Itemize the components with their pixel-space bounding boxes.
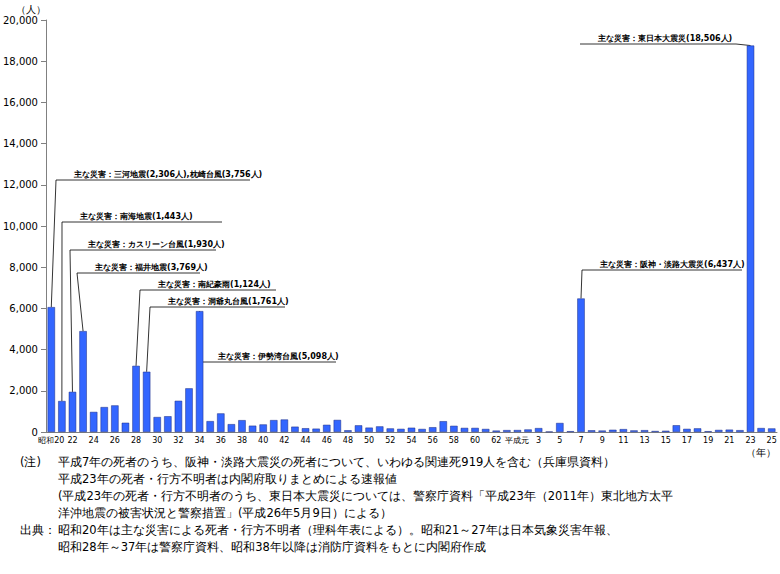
svg-text:32: 32 bbox=[173, 436, 183, 445]
svg-text:60: 60 bbox=[470, 436, 480, 445]
svg-text:54: 54 bbox=[406, 436, 416, 445]
svg-text:2,000: 2,000 bbox=[9, 385, 38, 396]
svg-text:洋沖地震の被害状況と警察措置」(平成26年5月9日）による）: 洋沖地震の被害状況と警察措置」(平成26年5月9日）による） bbox=[58, 506, 392, 520]
svg-text:主な災害：南海地震(1,443人): 主な災害：南海地震(1,443人) bbox=[79, 211, 193, 221]
svg-text:40: 40 bbox=[258, 436, 268, 445]
svg-text:28: 28 bbox=[131, 436, 141, 445]
svg-text:5: 5 bbox=[557, 436, 562, 445]
svg-text:56: 56 bbox=[428, 436, 438, 445]
svg-text:14,000: 14,000 bbox=[3, 138, 38, 149]
svg-text:48: 48 bbox=[343, 436, 353, 445]
svg-text:25: 25 bbox=[767, 436, 777, 445]
svg-text:36: 36 bbox=[216, 436, 226, 445]
svg-text:（年）: （年） bbox=[746, 447, 776, 458]
svg-text:26: 26 bbox=[110, 436, 120, 445]
svg-text:20,000: 20,000 bbox=[3, 15, 38, 26]
svg-text:主な災害：三河地震(2,306人),枕崎台風(3,756人): 主な災害：三河地震(2,306人),枕崎台風(3,756人) bbox=[73, 169, 262, 179]
svg-text:50: 50 bbox=[364, 436, 374, 445]
svg-text:12,000: 12,000 bbox=[3, 179, 38, 190]
svg-text:(平成23年の死者・行方不明者のうち、東日本大震災については: (平成23年の死者・行方不明者のうち、東日本大震災については、警察庁資料「平成2… bbox=[58, 489, 673, 503]
svg-text:主な災害：洞爺丸台風(1,761人): 主な災害：洞爺丸台風(1,761人) bbox=[167, 296, 289, 306]
svg-text:62: 62 bbox=[491, 436, 501, 445]
svg-text:30: 30 bbox=[152, 436, 162, 445]
svg-text:13: 13 bbox=[639, 436, 649, 445]
svg-text:平成7年の死者のうち、阪神・淡路大震災の死者について、いわゆ: 平成7年の死者のうち、阪神・淡路大震災の死者について、いわゆる関連死919人を含… bbox=[58, 455, 615, 469]
svg-text:16,000: 16,000 bbox=[3, 97, 38, 108]
svg-text:7: 7 bbox=[578, 436, 583, 445]
svg-text:主な災害：カスリーン台風(1,930人): 主な災害：カスリーン台風(1,930人) bbox=[87, 239, 225, 249]
svg-text:23: 23 bbox=[745, 436, 755, 445]
svg-text:(注): (注) bbox=[20, 455, 41, 469]
svg-text:主な災害：東日本大震災(18,506人): 主な災害：東日本大震災(18,506人) bbox=[597, 33, 732, 43]
svg-text:15: 15 bbox=[661, 436, 671, 445]
svg-text:主な災害：福井地震(3,769人): 主な災害：福井地震(3,769人) bbox=[94, 262, 208, 272]
svg-text:46: 46 bbox=[322, 436, 332, 445]
svg-text:昭和20年は主な災害による死者・行方不明者（理科年表による）: 昭和20年は主な災害による死者・行方不明者（理科年表による）。昭和21～27年は… bbox=[58, 523, 618, 537]
svg-text:（人）: （人） bbox=[16, 4, 46, 15]
svg-text:11: 11 bbox=[618, 436, 628, 445]
svg-text:出典：: 出典： bbox=[20, 523, 56, 537]
svg-text:19: 19 bbox=[703, 436, 713, 445]
svg-text:44: 44 bbox=[300, 436, 310, 445]
svg-text:38: 38 bbox=[237, 436, 247, 445]
svg-text:平成元: 平成元 bbox=[505, 436, 529, 445]
svg-text:34: 34 bbox=[195, 436, 205, 445]
svg-text:主な災害：阪神・淡路大震災(6,437人): 主な災害：阪神・淡路大震災(6,437人) bbox=[599, 259, 745, 269]
svg-text:18,000: 18,000 bbox=[3, 56, 38, 67]
svg-text:9: 9 bbox=[600, 436, 605, 445]
svg-text:8,000: 8,000 bbox=[9, 262, 38, 273]
svg-text:52: 52 bbox=[385, 436, 395, 445]
svg-text:主な災害：伊勢湾台風(5,098人): 主な災害：伊勢湾台風(5,098人) bbox=[217, 351, 339, 361]
svg-text:0: 0 bbox=[32, 427, 38, 438]
svg-text:42: 42 bbox=[279, 436, 289, 445]
svg-text:10,000: 10,000 bbox=[3, 221, 38, 232]
svg-text:21: 21 bbox=[724, 436, 734, 445]
svg-text:17: 17 bbox=[682, 436, 692, 445]
svg-text:平成23年の死者・行方不明者は内閣府取りまとめによる速報値: 平成23年の死者・行方不明者は内閣府取りまとめによる速報値 bbox=[58, 472, 397, 486]
svg-text:6,000: 6,000 bbox=[9, 303, 38, 314]
svg-text:22: 22 bbox=[67, 436, 77, 445]
svg-text:昭和20: 昭和20 bbox=[38, 436, 64, 445]
svg-text:58: 58 bbox=[449, 436, 459, 445]
svg-text:4,000: 4,000 bbox=[9, 344, 38, 355]
svg-text:昭和28年～37年は警察庁資料、昭和38年以降は消防庁資料を: 昭和28年～37年は警察庁資料、昭和38年以降は消防庁資料をもとに内閣府作成 bbox=[58, 540, 486, 554]
svg-text:主な災害：南紀豪雨(1,124人): 主な災害：南紀豪雨(1,124人) bbox=[157, 279, 271, 289]
svg-text:3: 3 bbox=[536, 436, 541, 445]
svg-text:24: 24 bbox=[89, 436, 99, 445]
